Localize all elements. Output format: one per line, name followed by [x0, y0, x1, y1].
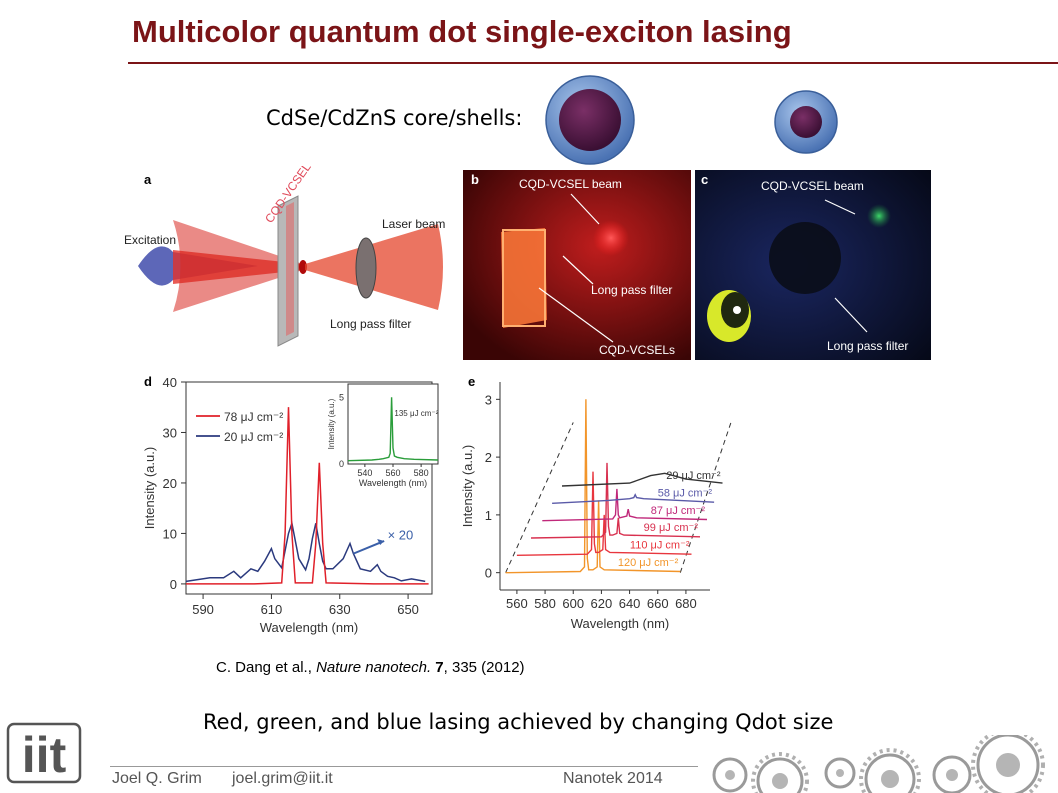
red-cqd-vcsel	[501, 228, 547, 328]
annotation-arrow	[353, 540, 385, 555]
large-quantum-dot-icon	[545, 75, 635, 165]
y-axis-label: Intensity (a.u.)	[460, 445, 475, 527]
inset-x-axis-label: Wavelength (nm)	[359, 478, 427, 488]
x-tick-label: 620	[591, 596, 613, 611]
title-divider	[128, 62, 1058, 64]
y-tick-label: 1	[485, 508, 492, 523]
coreshell-label: CdSe/CdZnS core/shells:	[266, 106, 523, 130]
gears-decoration	[712, 735, 1045, 793]
x-tick-label: 650	[397, 602, 419, 617]
series-label: 29 μJ cm⁻²	[666, 470, 721, 482]
panel-c-filter-label: Long pass filter	[827, 339, 908, 353]
series-label: 58 μJ cm⁻²	[658, 487, 713, 499]
x-tick-label: 560	[506, 596, 528, 611]
series-label: 120 μJ cm⁻²	[618, 557, 679, 569]
annotation-arrowhead	[377, 539, 385, 545]
red-beam-spot	[593, 220, 629, 256]
x-tick-label: 580	[534, 596, 556, 611]
y-tick-label: 40	[163, 375, 177, 390]
y-axis-label: Intensity (a.u.)	[142, 447, 157, 529]
x-axis-label: Wavelength (nm)	[260, 620, 359, 635]
y-tick-label: 2	[485, 450, 492, 465]
series-label: 110 μJ cm⁻²	[630, 539, 690, 551]
slide-title: Multicolor quantum dot single-exciton la…	[132, 14, 792, 49]
x-tick-label: 600	[562, 596, 584, 611]
series-line	[516, 471, 692, 556]
panel-c-letter: c	[701, 172, 708, 187]
panel-b-filter-label: Long pass filter	[591, 283, 672, 297]
footer-author: Joel Q. Grim	[112, 770, 202, 787]
citation-authors: C. Dang et al.,	[216, 659, 317, 676]
logo-text: iit	[22, 727, 67, 783]
series-line	[542, 488, 708, 522]
y-tick-label: 10	[163, 526, 177, 541]
series-line	[186, 407, 429, 585]
panel-e-chart: e 560 580 600 620 640 660 680 0 1 2 3 Wavelength (n…	[460, 374, 732, 631]
inset-series-line	[347, 397, 439, 462]
footer-event: Nanotek 2014	[563, 770, 663, 787]
x-tick-label: 630	[329, 602, 351, 617]
series-label: 87 μJ cm⁻²	[651, 505, 706, 517]
legend-label: 78 μJ cm⁻²	[224, 410, 283, 424]
panel-d-chart: d 590 610 630 650 0 10 20 30 40 Wavelength (nm) In…	[142, 374, 439, 635]
annotation-label: × 20	[388, 527, 414, 542]
y-tick-label: 0	[170, 577, 177, 592]
x-tick-label: 680	[675, 596, 697, 611]
y-tick-label: 30	[163, 425, 177, 440]
x-tick-label: 640	[619, 596, 641, 611]
series-line	[505, 399, 681, 574]
inset-y-tick-label: 0	[339, 459, 344, 469]
series-label: 99 μJ cm⁻²	[644, 522, 699, 534]
series-line	[561, 472, 723, 487]
small-quantum-dot-icon	[774, 90, 838, 154]
inset-x-tick-label: 540	[357, 468, 372, 478]
panel-b-beam-label: CQD-VCSEL beam	[519, 177, 622, 191]
inset-x-tick-label: 580	[414, 468, 429, 478]
plot-frame	[185, 381, 433, 595]
x-tick-label: 610	[261, 602, 283, 617]
panel-e-letter: e	[468, 374, 475, 389]
inset-y-tick-label: 5	[339, 392, 344, 402]
citation: C. Dang et al., Nature nanotech. 7, 335 …	[216, 659, 525, 676]
x-tick-label: 590	[192, 602, 214, 617]
footer-divider	[110, 766, 698, 767]
y-tick-label: 20	[163, 476, 177, 491]
series-line	[530, 462, 701, 539]
panel-b-letter: b	[471, 172, 479, 187]
panel-a-schematic: a CQD-VCSEL Excitation Laser beam Long p…	[124, 166, 445, 347]
series-line	[552, 493, 715, 504]
panel-c-beam-label: CQD-VCSEL beam	[761, 179, 864, 193]
citation-journal: Nature nanotech.	[316, 659, 432, 676]
panel-b-vcsels-label: CQD-VCSELs	[599, 343, 675, 357]
series-line	[185, 520, 426, 583]
inset-series-label: 135 μJ cm⁻²	[394, 409, 438, 418]
inset-y-axis-label: Intensity (a.u.)	[327, 398, 336, 449]
panel-b-photo: b CQD-VCSEL beam Long pass filter CQD-VC…	[463, 170, 691, 360]
long-pass-filter	[355, 237, 377, 299]
panel-a-filter-label: Long pass filter	[330, 317, 411, 331]
x-tick-label: 660	[647, 596, 669, 611]
panel-a-laser-label: Laser beam	[382, 217, 445, 231]
footer-email: joel.grim@iit.it	[232, 770, 333, 787]
panel-a-excitation-label: Excitation	[124, 233, 176, 247]
y-tick-label: 0	[485, 566, 492, 581]
inset-x-tick-label: 560	[385, 468, 400, 478]
guide-line	[505, 422, 574, 573]
y-tick-label: 3	[485, 392, 492, 407]
panel-a-letter: a	[144, 172, 152, 187]
green-beam-spot	[867, 204, 891, 228]
iit-logo: iit	[6, 722, 82, 784]
panel-c-photo: c CQD-VCSEL beam Long pass filter	[695, 170, 931, 360]
x-axis-label: Wavelength (nm)	[571, 616, 670, 631]
panel-d-letter: d	[144, 374, 152, 389]
summary-text: Red, green, and blue lasing achieved by …	[203, 710, 834, 734]
citation-rest: , 335 (2012)	[443, 659, 525, 676]
legend-label: 20 μJ cm⁻²	[224, 430, 283, 444]
citation-volume: 7	[431, 659, 444, 676]
